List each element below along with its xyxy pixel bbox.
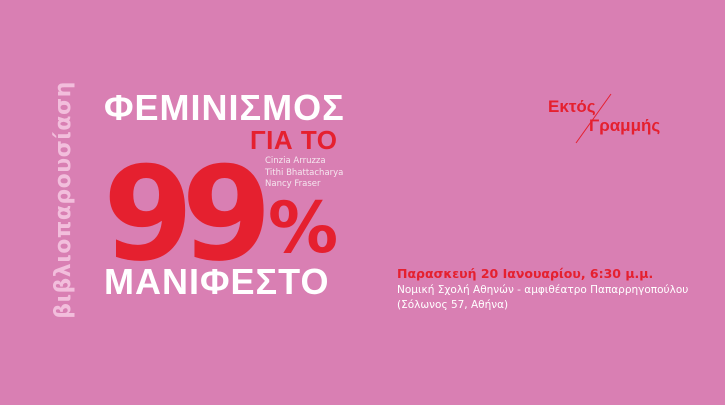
book-title-line2: ΓΙΑ ΤΟ (250, 125, 338, 155)
event-address: (Σόλωνος 57, Αθήνα) (397, 299, 509, 311)
book-title-number: 99 (103, 138, 272, 290)
author: Cinzia Arruzza (265, 156, 326, 166)
book-title-percent: % (268, 187, 339, 269)
author: Tithi Bhattacharya (265, 167, 344, 178)
event-date: Παρασκευή 20 Ιανουαρίου, 6:30 μ.μ. (397, 266, 654, 281)
event-venue: Νομική Σχολή Αθηνών - αμφιθέατρο Παπαρρη… (397, 284, 689, 296)
book-title-line4: ΜΑΝΙΦΕΣΤΟ (104, 261, 330, 302)
event-type-label: βιβλιοπαρουσίαση (51, 81, 76, 319)
authors-list: Cinzia Arruzza Tithi Bhattacharya Nancy … (265, 156, 343, 191)
logo-text-line2: Γραμμής (589, 116, 661, 135)
logo-text-line1: Εκτός (548, 97, 596, 116)
book-title-line1: ΦΕΜΙΝΙΣΜΟΣ (104, 87, 345, 128)
author: Nancy Fraser (265, 179, 321, 189)
logo-slash-icon (575, 93, 612, 144)
